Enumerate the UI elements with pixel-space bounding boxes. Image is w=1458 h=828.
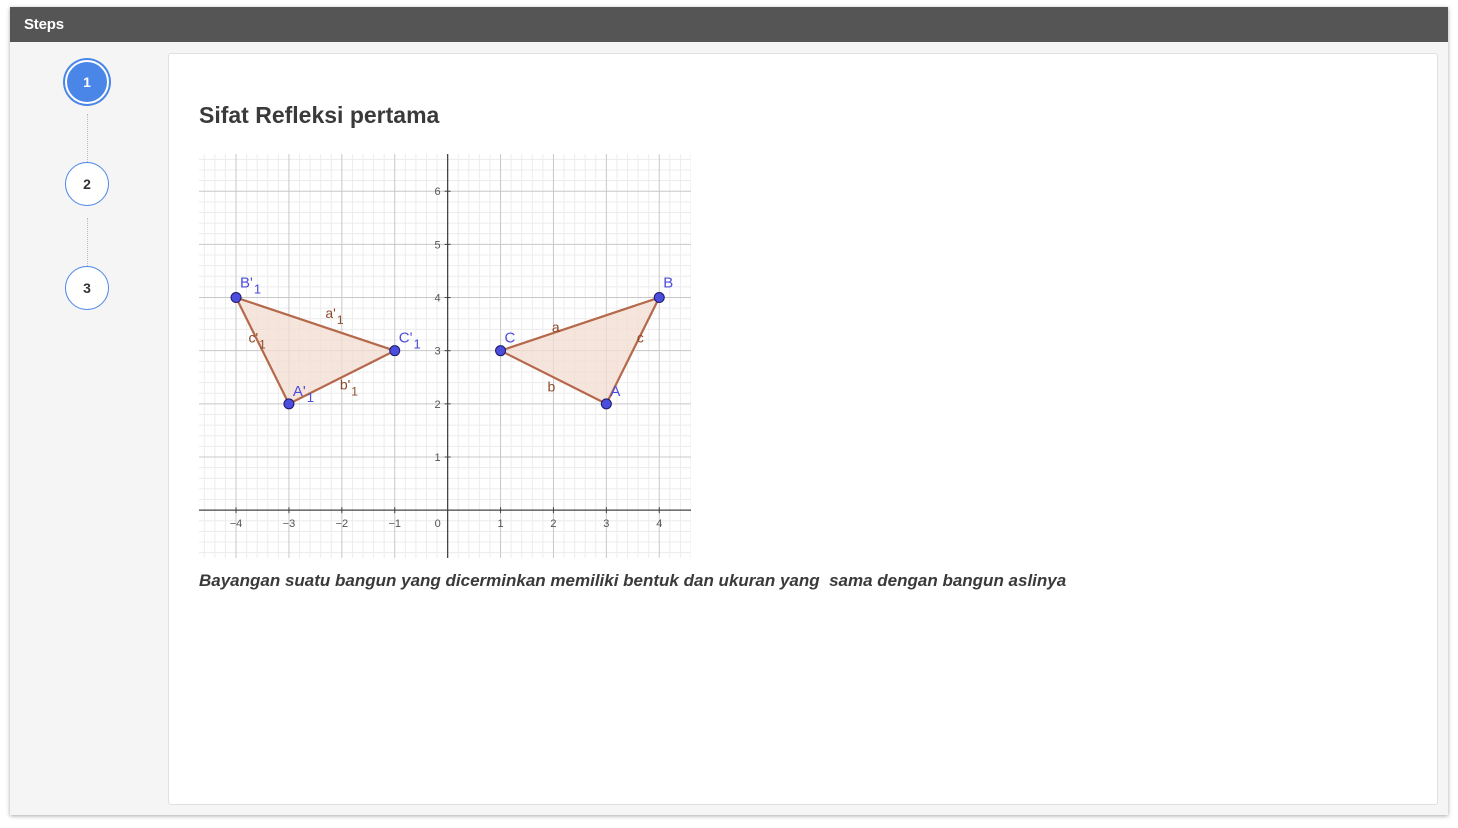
side-label-c: c [637, 330, 644, 346]
point-B [653, 292, 665, 304]
point-label-B: B [663, 275, 673, 292]
original-triangle [499, 296, 661, 405]
window-title: Steps [10, 7, 1448, 42]
step-connector [87, 218, 88, 274]
reflection-triangle [234, 296, 396, 405]
x-tick-label: 0 [435, 518, 441, 530]
point-label-C: C [505, 330, 516, 347]
x-tick-label: −1 [388, 518, 401, 530]
x-tick-label: 2 [550, 518, 556, 530]
x-tick-label: 3 [603, 518, 609, 530]
side-label-a': a'1 [325, 305, 343, 327]
step-connector [87, 114, 88, 170]
side-label-a: a [552, 319, 560, 335]
point-C' [389, 345, 401, 357]
x-tick-label: −2 [336, 518, 349, 530]
point-label-B': B'1 [240, 275, 261, 297]
side-label-b': b'1 [340, 376, 358, 398]
y-tick-label: 5 [435, 239, 441, 251]
point-A [600, 398, 612, 410]
step-2-button[interactable]: 2 [65, 162, 109, 206]
y-tick-label: 2 [435, 399, 441, 411]
y-tick-label: 3 [435, 346, 441, 358]
x-tick-label: 4 [656, 518, 662, 530]
point-label-A': A'1 [293, 383, 314, 405]
y-tick-label: 1 [435, 452, 441, 464]
point-C [495, 345, 507, 357]
steps-sidebar: 1 2 3 [10, 42, 167, 815]
reflection-graph: −4 −3 −2 −1 0 1 2 3 4 1 2 3 4 5 6 a b c A B Ca'1 b'1 c'1 A'1 B'1… [199, 154, 691, 558]
point-label-C': C'1 [399, 330, 421, 352]
point-A' [283, 398, 295, 410]
point-B' [230, 292, 242, 304]
point-label-A: A [610, 383, 620, 400]
y-tick-label: 6 [435, 186, 441, 198]
step-1-button[interactable]: 1 [65, 60, 109, 104]
side-label-b: b [547, 378, 555, 394]
page-title: Sifat Refleksi pertama [199, 102, 440, 128]
side-label-c': c'1 [248, 330, 266, 352]
x-tick-label: −3 [283, 518, 296, 530]
x-tick-label: −4 [230, 518, 243, 530]
step-3-button[interactable]: 3 [65, 266, 109, 310]
steps-window: Steps 1 2 3 Sifat Refleksi pertama −4 −3−… [10, 7, 1448, 815]
reflection-caption: Bayangan suatu bangun yang dicerminkan m… [199, 571, 1067, 590]
step-content-card: Sifat Refleksi pertama −4 −3 −2 −1 0 1 2 3 4 1 2 3 4… [168, 53, 1438, 805]
y-tick-label: 4 [435, 293, 441, 305]
x-tick-label: 1 [497, 518, 503, 530]
